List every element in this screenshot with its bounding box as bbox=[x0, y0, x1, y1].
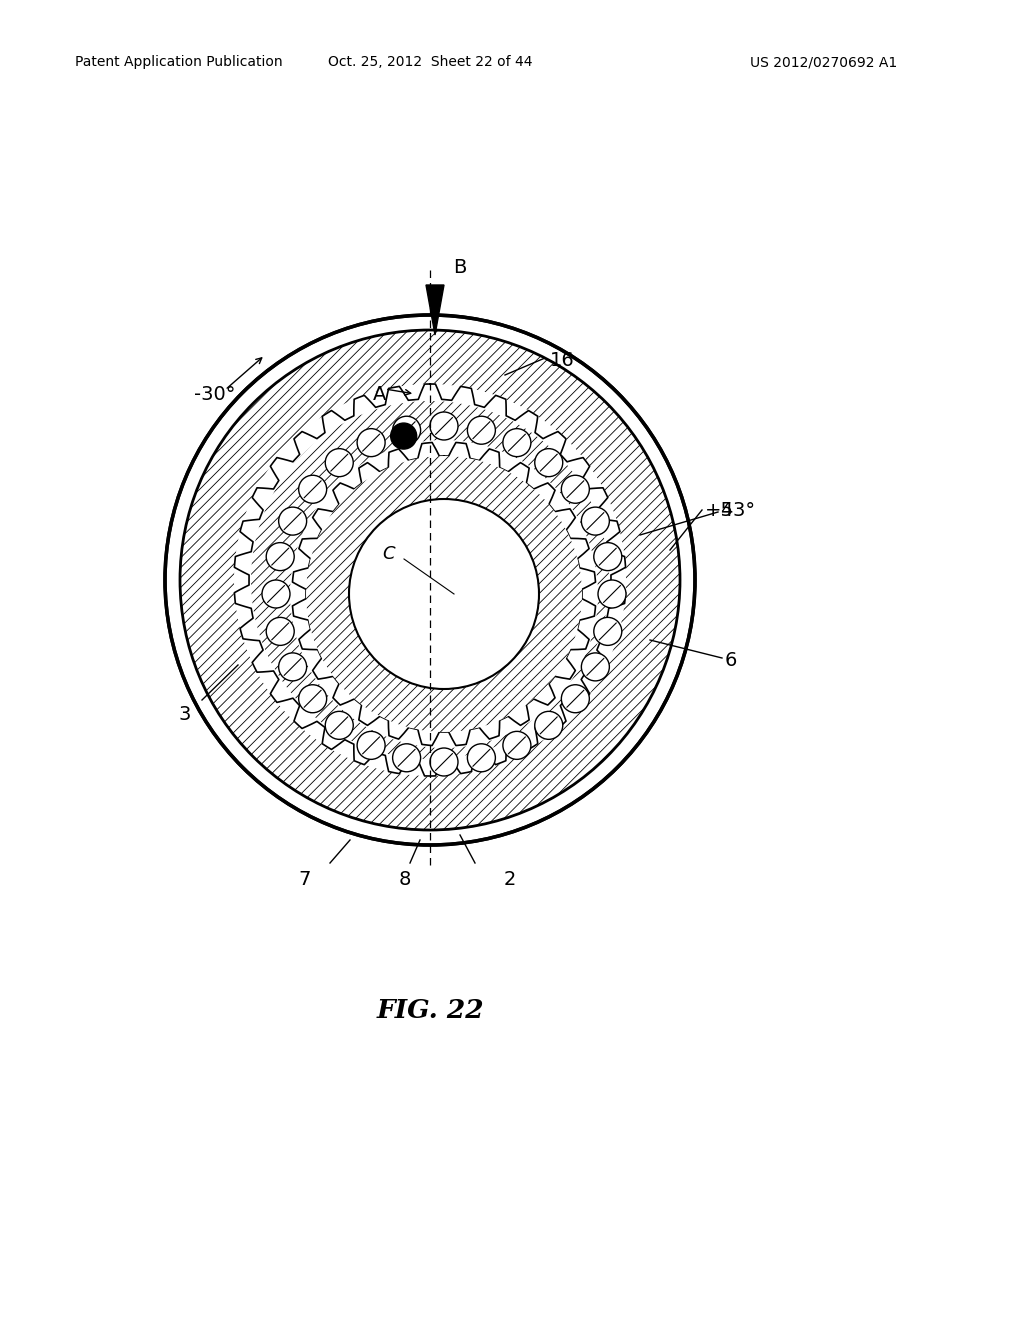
Circle shape bbox=[594, 543, 622, 570]
Circle shape bbox=[598, 579, 626, 609]
Circle shape bbox=[582, 507, 609, 535]
Circle shape bbox=[430, 748, 458, 776]
Circle shape bbox=[349, 499, 539, 689]
Circle shape bbox=[561, 475, 590, 503]
Text: 4: 4 bbox=[720, 500, 732, 520]
Text: +53°: +53° bbox=[705, 500, 756, 520]
Circle shape bbox=[266, 543, 294, 570]
Text: US 2012/0270692 A1: US 2012/0270692 A1 bbox=[750, 55, 897, 69]
Circle shape bbox=[357, 429, 385, 457]
Polygon shape bbox=[426, 285, 444, 335]
Circle shape bbox=[467, 416, 496, 445]
Circle shape bbox=[535, 449, 563, 477]
Circle shape bbox=[262, 579, 290, 609]
Circle shape bbox=[306, 455, 582, 733]
Text: -30°: -30° bbox=[195, 385, 236, 404]
Circle shape bbox=[299, 685, 327, 713]
Circle shape bbox=[306, 455, 582, 733]
Text: 6: 6 bbox=[725, 651, 737, 669]
Text: 8: 8 bbox=[398, 870, 412, 888]
Text: 2: 2 bbox=[504, 870, 516, 888]
Text: 7: 7 bbox=[299, 870, 311, 888]
Circle shape bbox=[503, 429, 530, 457]
Circle shape bbox=[392, 743, 421, 772]
Circle shape bbox=[582, 653, 609, 681]
Circle shape bbox=[392, 416, 421, 445]
Circle shape bbox=[535, 711, 563, 739]
Circle shape bbox=[391, 424, 417, 449]
Circle shape bbox=[279, 653, 306, 681]
Circle shape bbox=[503, 731, 530, 759]
Text: 16: 16 bbox=[550, 351, 574, 370]
Text: Oct. 25, 2012  Sheet 22 of 44: Oct. 25, 2012 Sheet 22 of 44 bbox=[328, 55, 532, 69]
Circle shape bbox=[234, 384, 626, 776]
Circle shape bbox=[357, 731, 385, 759]
Circle shape bbox=[180, 330, 680, 830]
Circle shape bbox=[349, 499, 539, 689]
Circle shape bbox=[266, 618, 294, 645]
Circle shape bbox=[594, 618, 622, 645]
Circle shape bbox=[290, 440, 598, 748]
Circle shape bbox=[326, 449, 353, 477]
Polygon shape bbox=[234, 384, 626, 776]
Circle shape bbox=[299, 475, 327, 503]
Text: FIG. 22: FIG. 22 bbox=[376, 998, 483, 1023]
Text: C: C bbox=[383, 545, 395, 564]
Circle shape bbox=[279, 507, 306, 535]
Circle shape bbox=[326, 711, 353, 739]
Circle shape bbox=[251, 401, 609, 759]
Text: Patent Application Publication: Patent Application Publication bbox=[75, 55, 283, 69]
Circle shape bbox=[561, 685, 590, 713]
Circle shape bbox=[430, 412, 458, 440]
Text: A: A bbox=[374, 385, 387, 404]
Text: 3: 3 bbox=[179, 705, 191, 723]
Text: B: B bbox=[453, 257, 466, 277]
Circle shape bbox=[165, 315, 695, 845]
Polygon shape bbox=[293, 442, 596, 746]
Circle shape bbox=[467, 743, 496, 772]
